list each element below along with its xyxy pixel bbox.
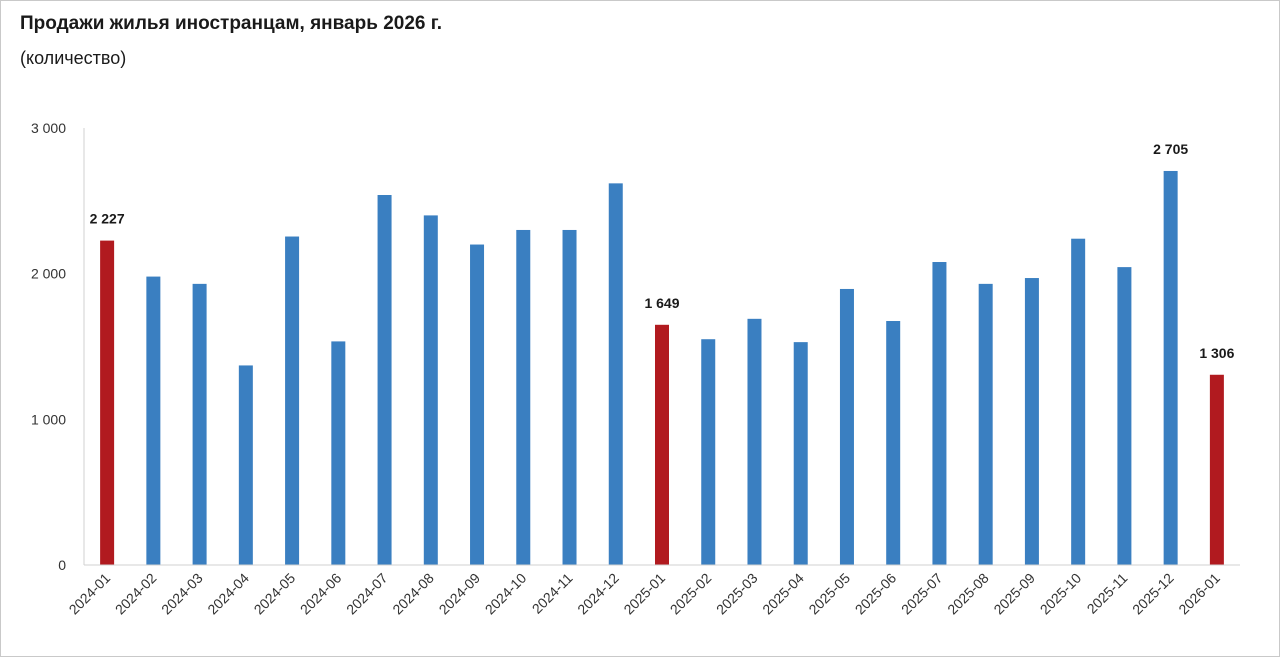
y-tick-label: 0 — [58, 557, 66, 573]
x-axis: 2024-012024-022024-032024-042024-052024-… — [66, 564, 1240, 618]
bar — [1024, 278, 1039, 565]
chart-title: Продажи жилья иностранцам, январь 2026 г… — [20, 13, 443, 34]
x-tick-label: 2025-07 — [898, 570, 946, 618]
x-tick-label: 2024-04 — [204, 570, 252, 618]
x-tick-label: 2024-09 — [436, 570, 484, 618]
bar-highlight — [1209, 374, 1224, 565]
bar — [331, 341, 346, 565]
bar — [1117, 267, 1132, 565]
chart-subtitle: (количество) — [20, 48, 127, 68]
bar-highlight — [655, 324, 669, 565]
bars — [100, 170, 1224, 566]
x-tick-label: 2025-09 — [990, 570, 1038, 618]
y-tick-label: 2 000 — [31, 266, 66, 282]
bar — [516, 229, 531, 565]
data-label: 2 705 — [1153, 141, 1188, 157]
data-label: 1 306 — [1199, 345, 1234, 361]
x-tick-label: 2025-06 — [852, 570, 900, 618]
x-tick-label: 2025-10 — [1037, 570, 1085, 618]
data-labels: 2 227 1 649 2 705 1 306 — [90, 141, 1235, 361]
bar — [886, 321, 901, 565]
x-tick-label: 2025-12 — [1129, 570, 1177, 618]
x-tick-label: 2024-08 — [389, 570, 437, 618]
bar — [978, 283, 993, 565]
bar — [839, 288, 854, 565]
x-tick-label: 2024-06 — [297, 570, 345, 618]
bar — [192, 283, 207, 565]
bar — [238, 365, 253, 565]
bar — [146, 276, 161, 565]
x-tick-label: 2024-11 — [529, 570, 576, 617]
bar — [1163, 170, 1178, 565]
bar — [608, 183, 623, 565]
bar-highlight — [100, 240, 115, 565]
bar — [701, 339, 716, 565]
bar — [285, 236, 300, 565]
bar — [562, 229, 577, 565]
x-tick-label: 2024-02 — [112, 570, 160, 618]
bar — [470, 244, 485, 566]
y-tick-label: 1 000 — [31, 411, 66, 427]
x-tick-label: 2025-11 — [1084, 570, 1131, 617]
x-tick-label: 2026-01 — [1175, 570, 1223, 618]
x-tick-label: 2025-08 — [944, 570, 992, 618]
x-tick-label: 2024-03 — [158, 570, 206, 618]
x-tick-label: 2025-04 — [759, 570, 807, 618]
x-tick-label: 2024-01 — [66, 570, 114, 618]
bar — [1071, 238, 1086, 565]
bar — [377, 195, 392, 566]
x-tick-label: 2024-05 — [251, 570, 299, 618]
x-tick-label: 2025-03 — [713, 570, 761, 618]
bar — [747, 318, 762, 565]
x-tick-label: 2025-02 — [667, 570, 715, 618]
x-tick-label: 2024-10 — [482, 570, 530, 618]
x-tick-label: 2025-01 — [620, 570, 668, 618]
y-axis: 0 1 000 2 000 3 000 — [31, 120, 85, 573]
y-tick-label: 3 000 — [31, 120, 66, 136]
bar — [423, 215, 438, 565]
data-label: 2 227 — [90, 211, 125, 227]
bar — [932, 262, 947, 565]
x-tick-label: 2024-12 — [574, 570, 622, 618]
x-tick-label: 2024-07 — [343, 570, 391, 618]
x-tick-label: 2025-05 — [805, 570, 853, 618]
data-label: 1 649 — [644, 295, 679, 311]
bar — [793, 342, 808, 565]
